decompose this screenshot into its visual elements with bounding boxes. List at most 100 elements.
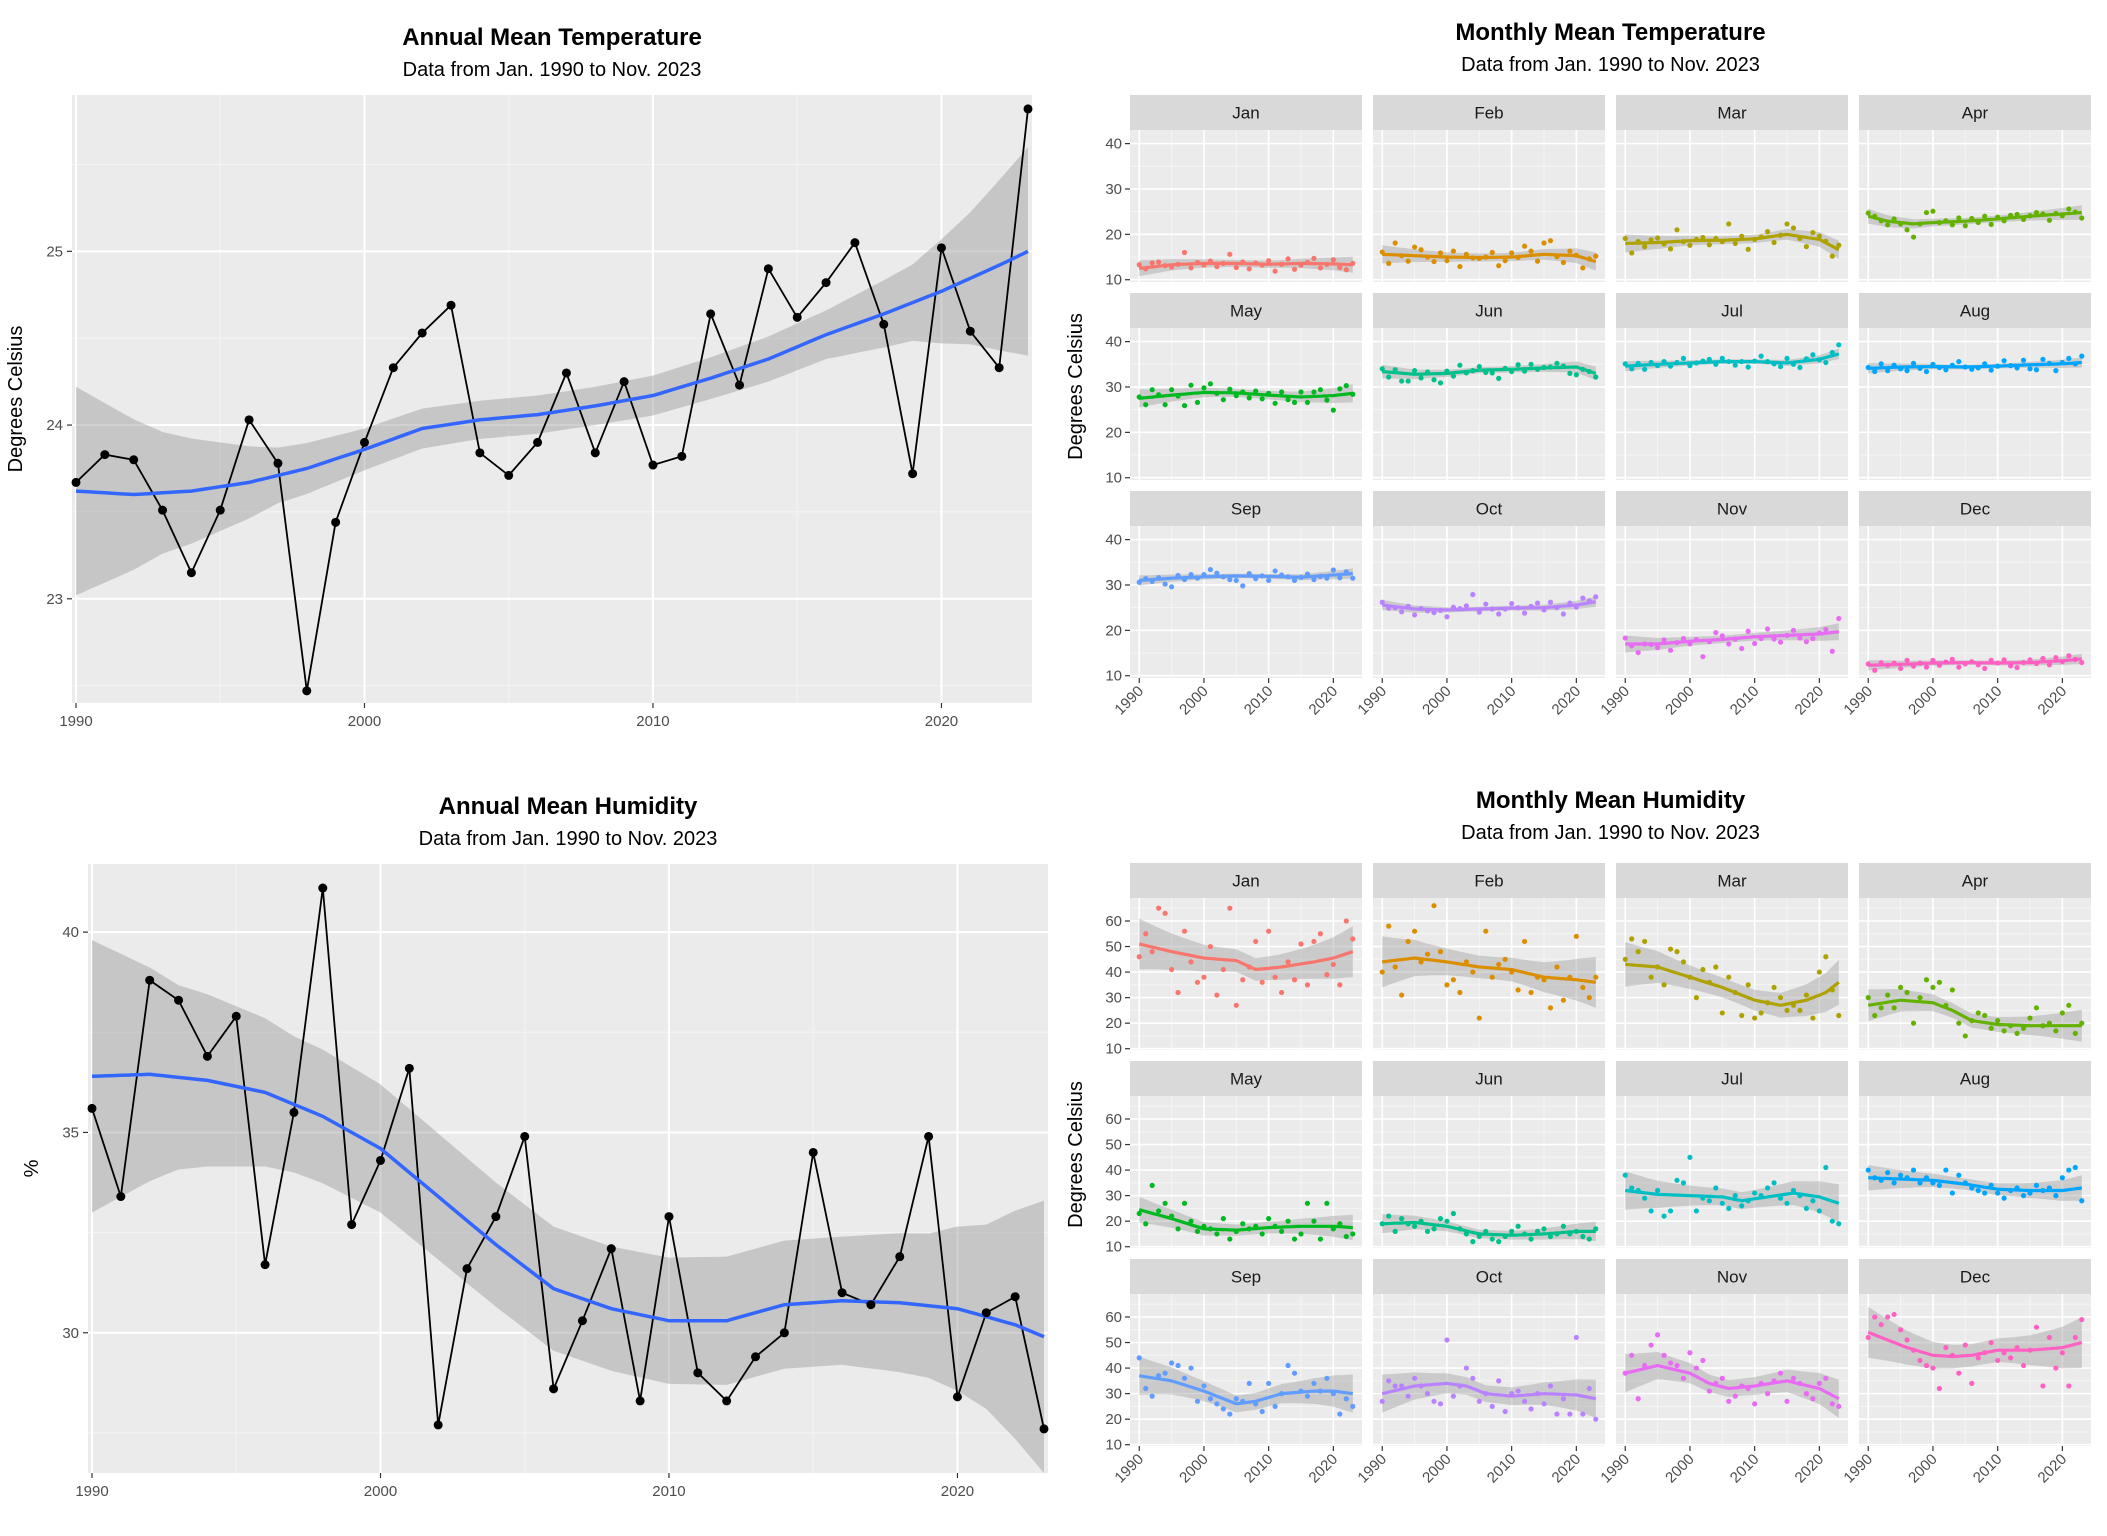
data-point	[1317, 1236, 1324, 1242]
data-line	[75, 108, 1029, 691]
data-point	[1405, 378, 1411, 384]
data-point	[1797, 364, 1803, 371]
data-point	[1149, 1182, 1155, 1189]
y-tick-label: 35	[62, 1124, 79, 1141]
data-point	[1337, 982, 1343, 988]
data-point	[1418, 375, 1424, 381]
data-point	[1227, 386, 1233, 392]
data-point	[2079, 215, 2085, 221]
data-point	[1149, 1393, 1155, 1399]
data-point	[1674, 1177, 1680, 1183]
data-point	[1560, 259, 1567, 266]
y-tick-label: 60	[1105, 1309, 1122, 1326]
facet-background	[1616, 898, 1848, 1050]
data-point	[1719, 1200, 1725, 1206]
data-point	[1136, 1355, 1142, 1361]
data-point	[2059, 1010, 2065, 1016]
facet-background	[1859, 130, 2091, 282]
facet-strip-label: Mar	[1717, 104, 1747, 123]
data-point	[1386, 1213, 1392, 1219]
data-point	[2066, 206, 2072, 212]
data-point	[1156, 905, 1162, 911]
data-point	[1476, 609, 1482, 615]
data-point	[924, 1131, 934, 1141]
data-point	[1573, 1334, 1579, 1341]
data-point	[1567, 370, 1573, 376]
x-tick-label: 2000	[1176, 683, 1212, 719]
data-point	[1220, 1406, 1226, 1412]
data-point	[1885, 368, 1891, 374]
data-point	[1732, 362, 1738, 368]
data-point	[1311, 576, 1317, 583]
data-point	[1923, 209, 1930, 216]
data-point	[1483, 928, 1489, 934]
y-tick-label: 40	[1105, 1162, 1122, 1179]
data-point	[1502, 1408, 1508, 1415]
data-point	[1337, 1411, 1343, 1417]
data-point	[1528, 1236, 1534, 1242]
data-point	[1745, 246, 1751, 252]
y-tick-label: 50	[1105, 1335, 1122, 1352]
data-point	[1220, 1216, 1226, 1222]
data-point	[1541, 1401, 1547, 1407]
smooth-trend-line	[1139, 572, 1353, 582]
data-point	[2027, 1015, 2033, 1021]
data-point	[2079, 659, 2085, 666]
data-point	[1291, 399, 1298, 406]
data-point	[1457, 989, 1463, 996]
data-point	[1661, 1352, 1667, 1358]
data-point	[1181, 249, 1188, 256]
data-point	[1411, 368, 1418, 374]
data-point	[1823, 626, 1829, 633]
data-point	[1726, 221, 1732, 227]
data-point	[1240, 977, 1246, 983]
facet-strip	[1130, 491, 1362, 526]
facet-background	[1616, 130, 1848, 282]
data-point	[879, 319, 889, 329]
data-point	[1829, 648, 1835, 654]
data-point	[1956, 1370, 1962, 1376]
data-point	[1515, 987, 1521, 993]
facet-background	[1859, 1096, 2091, 1248]
data-point	[504, 470, 514, 480]
data-point	[1764, 229, 1771, 235]
data-point	[1777, 1195, 1784, 1201]
y-tick-label: 20	[1105, 226, 1122, 243]
data-point	[1810, 1396, 1816, 1402]
x-tick-label: 1990	[1840, 1451, 1876, 1487]
data-point	[1560, 611, 1567, 617]
data-point	[347, 1220, 357, 1230]
facet-strip	[1616, 491, 1848, 526]
facet-strip-label: Jan	[1232, 104, 1259, 123]
data-point	[1797, 635, 1803, 641]
data-point	[2001, 657, 2007, 663]
data-point	[1810, 229, 1816, 236]
y-tick-label: 30	[1105, 379, 1122, 396]
data-point	[1700, 234, 1706, 241]
data-point	[1298, 941, 1304, 947]
data-point	[1175, 1226, 1181, 1232]
x-tick-label: 1990	[1840, 683, 1876, 719]
smooth-trend-line	[1138, 942, 1354, 972]
data-point	[520, 1131, 530, 1141]
x-tick-label: 2010	[1727, 683, 1763, 719]
data-point	[1700, 1357, 1706, 1364]
data-point	[1386, 260, 1392, 266]
data-point	[1745, 364, 1751, 370]
data-point	[1995, 1190, 2001, 1196]
data-point	[1865, 995, 1871, 1001]
data-point	[1872, 667, 1878, 673]
y-tick-label: 20	[1105, 1015, 1122, 1032]
y-tick-label: 20	[1105, 424, 1122, 441]
data-point	[1732, 240, 1738, 247]
data-point	[1784, 221, 1790, 227]
x-tick-label: 1990	[1597, 1451, 1633, 1487]
data-point	[895, 1252, 905, 1262]
data-point	[2007, 663, 2014, 669]
data-point	[1278, 389, 1285, 395]
data-point	[2040, 655, 2046, 662]
y-axis-label: Degrees Celsius	[1065, 313, 1087, 460]
data-point	[1437, 250, 1444, 256]
data-point	[1580, 265, 1586, 271]
facet-background	[1616, 1096, 1848, 1248]
